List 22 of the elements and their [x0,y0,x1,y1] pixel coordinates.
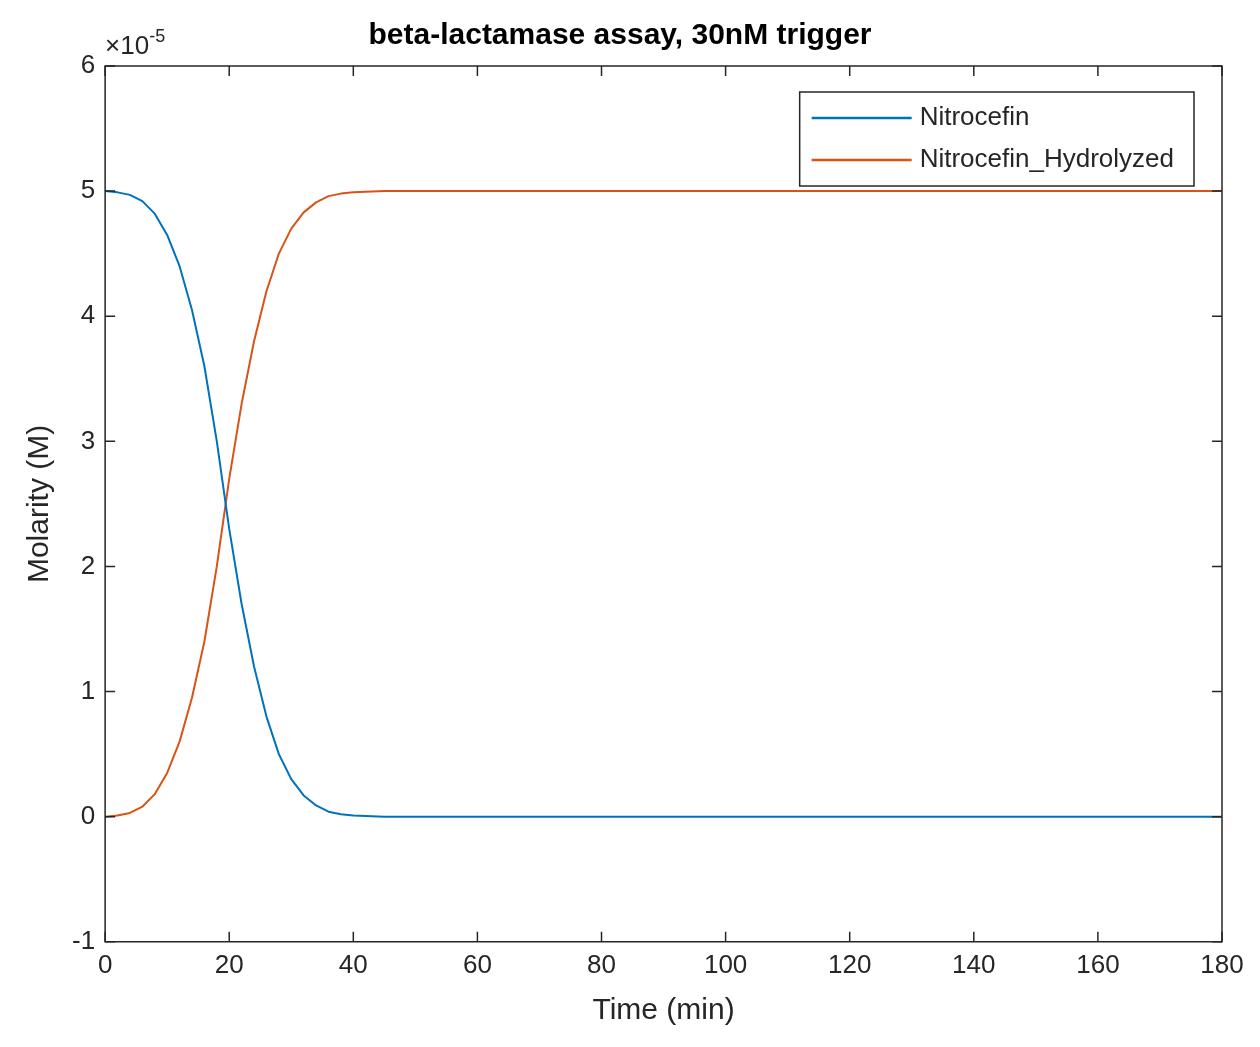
legend-label: Nitrocefin_Hydrolyzed [919,143,1174,174]
x-tick-label: 120 [828,948,872,979]
y-tick-label: 5 [80,174,96,205]
x-tick-label: 80 [587,948,616,979]
x-tick-label: 140 [952,948,996,979]
x-tick-label: 180 [1200,948,1244,979]
legend-label: Nitrocefin [919,101,1030,132]
y-tick-label: 1 [80,674,96,705]
x-axis-title: Time (min) [592,992,735,1026]
x-tick-label: 60 [462,948,492,979]
y-tick-label: 6 [80,49,96,80]
y-tick-label: -1 [71,924,96,955]
chart-title: beta-lactamase assay, 30nM trigger [368,17,872,51]
y-tick-label: 3 [80,424,96,455]
x-tick-label: 40 [338,948,368,979]
y-tick-label: 2 [80,549,96,580]
y-tick-label: 4 [80,299,96,330]
x-tick-label: 20 [214,948,244,979]
y-axis-title: Molarity (M) [21,424,55,584]
x-tick-label: 160 [1076,948,1120,979]
y-tick-label: 0 [80,799,96,830]
x-tick-label: 100 [703,948,748,979]
